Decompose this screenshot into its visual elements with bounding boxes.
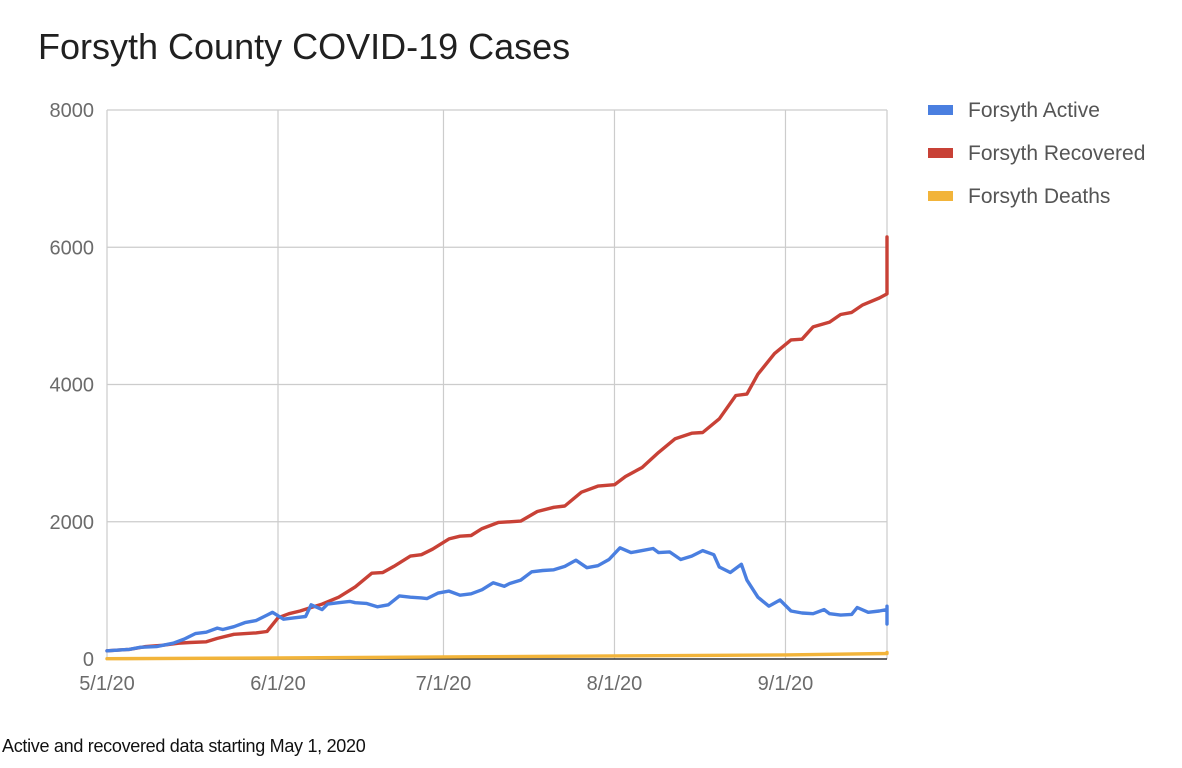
series-lines [105,235,889,661]
y-tick-label: 0 [83,649,94,671]
y-tick-label: 2000 [50,512,95,534]
x-tick-label: 8/1/20 [587,673,643,695]
grid [106,109,888,659]
series-line-forsyth-active [105,546,889,653]
axes: 0 2000 4000 6000 8000 5/1/20 6/1/20 7/1/20 8/1/2… [50,100,887,695]
legend-swatch [928,105,953,115]
x-tick-label: 5/1/20 [79,673,135,695]
x-tick-label: 7/1/20 [416,673,472,695]
legend-swatch [928,148,953,158]
y-tick-label: 4000 [50,375,95,397]
y-tick-label: 8000 [50,100,95,122]
chart-caption: Active and recovered data starting May 1… [2,736,366,756]
legend-label: Forsyth Recovered [968,142,1145,165]
y-tick-label: 6000 [50,237,95,259]
series-line-forsyth-deaths [105,650,889,661]
series-line-forsyth-recovered [105,235,889,653]
legend-label: Forsyth Active [968,99,1100,122]
x-tick-label: 9/1/20 [758,673,814,695]
legend-swatch [928,191,953,201]
chart-title: Forsyth County COVID-19 Cases [38,26,571,67]
x-tick-label: 6/1/20 [250,673,306,695]
legend: Forsyth Active Forsyth Recovered Forsyth D… [928,99,1145,208]
legend-label: Forsyth Deaths [968,185,1110,208]
